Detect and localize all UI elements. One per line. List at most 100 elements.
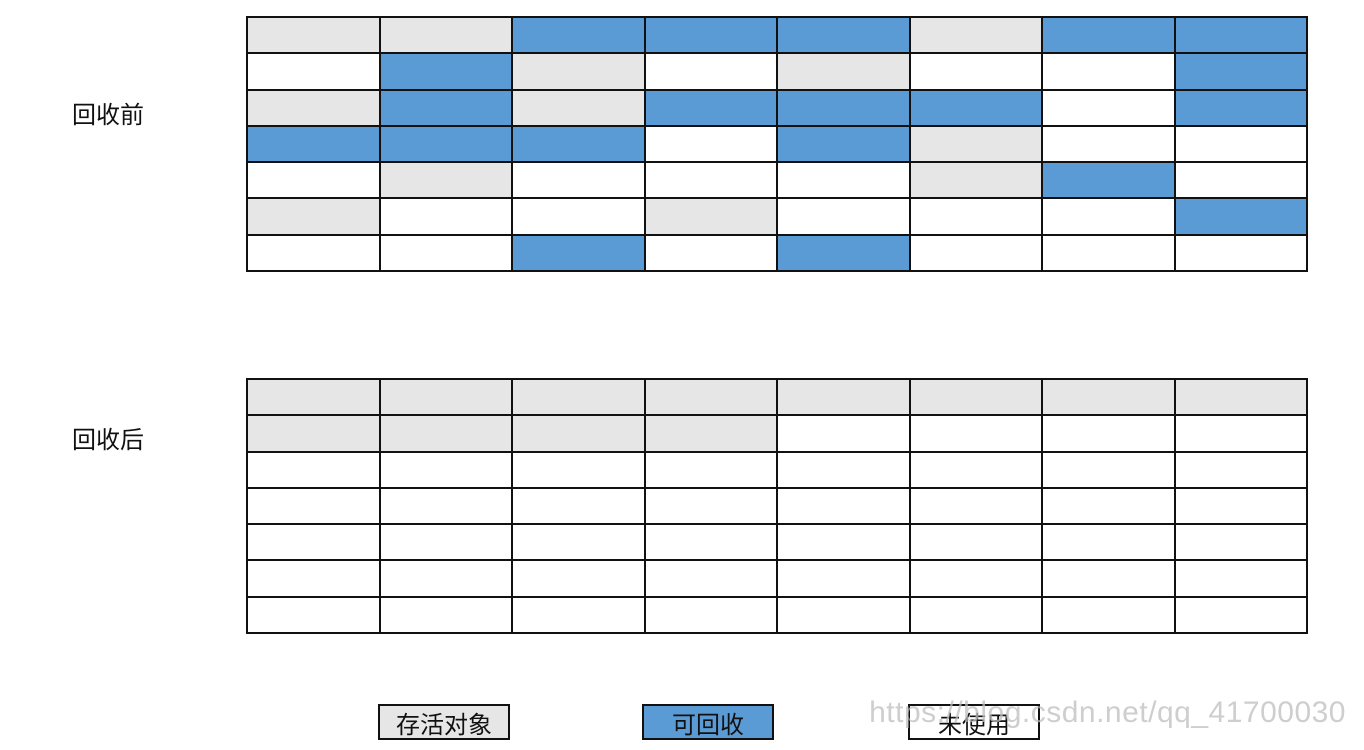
memory-cell-live bbox=[645, 380, 778, 417]
memory-cell-unused bbox=[1175, 416, 1308, 453]
memory-cell-unused bbox=[778, 525, 911, 562]
memory-cell-unused bbox=[1043, 90, 1176, 127]
memory-cell-unused bbox=[645, 488, 778, 526]
legend-recyclable: 可回收 bbox=[642, 704, 774, 740]
memory-cell-live bbox=[1175, 380, 1308, 417]
memory-cell-unused bbox=[778, 199, 911, 236]
memory-cell-live bbox=[248, 90, 381, 127]
memory-cell-recyclable bbox=[645, 90, 778, 127]
memory-cell-unused bbox=[910, 525, 1043, 562]
memory-cell-live bbox=[513, 380, 646, 417]
memory-cell-unused bbox=[1175, 163, 1308, 200]
memory-cell-unused bbox=[1043, 126, 1176, 164]
memory-cell-unused bbox=[380, 452, 513, 489]
memory-cell-unused bbox=[645, 452, 778, 489]
memory-cell-recyclable bbox=[380, 90, 513, 127]
memory-cell-recyclable bbox=[778, 126, 911, 164]
memory-cell-recyclable bbox=[513, 18, 646, 55]
memory-cell-recyclable bbox=[778, 90, 911, 127]
legend-unused: 未使用 bbox=[908, 704, 1040, 740]
memory-cell-unused bbox=[248, 235, 381, 272]
memory-cell-recyclable bbox=[1175, 199, 1308, 236]
memory-cell-live bbox=[910, 163, 1043, 200]
memory-cell-unused bbox=[1043, 54, 1176, 91]
memory-cell-unused bbox=[1175, 561, 1308, 598]
memory-cell-unused bbox=[248, 525, 381, 562]
memory-cell-recyclable bbox=[1043, 18, 1176, 55]
memory-cell-unused bbox=[513, 163, 646, 200]
memory-grid-after bbox=[246, 378, 1308, 634]
memory-cell-unused bbox=[1175, 235, 1308, 272]
memory-cell-unused bbox=[1175, 126, 1308, 164]
memory-cell-unused bbox=[380, 525, 513, 562]
memory-cell-unused bbox=[380, 235, 513, 272]
memory-cell-unused bbox=[910, 199, 1043, 236]
memory-cell-live bbox=[380, 163, 513, 200]
memory-cell-unused bbox=[380, 597, 513, 634]
memory-cell-recyclable bbox=[248, 126, 381, 164]
memory-cell-unused bbox=[1175, 597, 1308, 634]
memory-cell-unused bbox=[910, 561, 1043, 598]
memory-cell-recyclable bbox=[1175, 54, 1308, 91]
memory-cell-unused bbox=[1043, 235, 1176, 272]
memory-cell-unused bbox=[645, 597, 778, 634]
memory-cell-unused bbox=[778, 597, 911, 634]
memory-cell-recyclable bbox=[1175, 90, 1308, 127]
legend-live-objects: 存活对象 bbox=[378, 704, 510, 740]
memory-cell-unused bbox=[1043, 199, 1176, 236]
memory-cell-unused bbox=[1175, 488, 1308, 526]
memory-cell-unused bbox=[380, 199, 513, 236]
memory-cell-unused bbox=[778, 416, 911, 453]
memory-cell-recyclable bbox=[513, 235, 646, 272]
memory-cell-live bbox=[645, 416, 778, 453]
memory-cell-unused bbox=[910, 235, 1043, 272]
memory-cell-unused bbox=[910, 416, 1043, 453]
memory-cell-unused bbox=[513, 488, 646, 526]
memory-cell-recyclable bbox=[1043, 163, 1176, 200]
memory-cell-live bbox=[778, 54, 911, 91]
memory-cell-live bbox=[778, 380, 911, 417]
memory-cell-unused bbox=[645, 163, 778, 200]
memory-cell-unused bbox=[248, 597, 381, 634]
memory-cell-live bbox=[513, 416, 646, 453]
memory-cell-unused bbox=[513, 561, 646, 598]
memory-cell-live bbox=[248, 199, 381, 236]
memory-cell-recyclable bbox=[645, 18, 778, 55]
memory-cell-unused bbox=[248, 561, 381, 598]
memory-cell-unused bbox=[248, 54, 381, 91]
memory-cell-unused bbox=[380, 488, 513, 526]
memory-cell-live bbox=[380, 18, 513, 55]
memory-cell-unused bbox=[778, 561, 911, 598]
memory-cell-unused bbox=[1043, 525, 1176, 562]
memory-cell-unused bbox=[1043, 416, 1176, 453]
memory-cell-unused bbox=[248, 488, 381, 526]
memory-cell-unused bbox=[910, 597, 1043, 634]
memory-cell-unused bbox=[513, 199, 646, 236]
memory-cell-live bbox=[248, 416, 381, 453]
memory-cell-unused bbox=[513, 597, 646, 634]
memory-cell-unused bbox=[645, 126, 778, 164]
memory-cell-live bbox=[248, 18, 381, 55]
memory-cell-recyclable bbox=[778, 235, 911, 272]
memory-cell-live bbox=[645, 199, 778, 236]
memory-cell-recyclable bbox=[778, 18, 911, 55]
memory-cell-unused bbox=[645, 54, 778, 91]
memory-cell-unused bbox=[910, 452, 1043, 489]
memory-cell-live bbox=[910, 126, 1043, 164]
memory-cell-unused bbox=[513, 452, 646, 489]
memory-cell-recyclable bbox=[910, 90, 1043, 127]
memory-cell-unused bbox=[910, 54, 1043, 91]
memory-cell-unused bbox=[248, 452, 381, 489]
memory-cell-unused bbox=[645, 235, 778, 272]
memory-cell-unused bbox=[1175, 525, 1308, 562]
memory-cell-unused bbox=[645, 525, 778, 562]
memory-cell-unused bbox=[910, 488, 1043, 526]
memory-cell-live bbox=[910, 380, 1043, 417]
memory-cell-unused bbox=[1043, 488, 1176, 526]
memory-cell-recyclable bbox=[1175, 18, 1308, 55]
memory-cell-unused bbox=[380, 561, 513, 598]
memory-cell-live bbox=[380, 416, 513, 453]
label-before-collection: 回收前 bbox=[72, 101, 144, 129]
memory-cell-unused bbox=[248, 163, 381, 200]
memory-cell-live bbox=[910, 18, 1043, 55]
